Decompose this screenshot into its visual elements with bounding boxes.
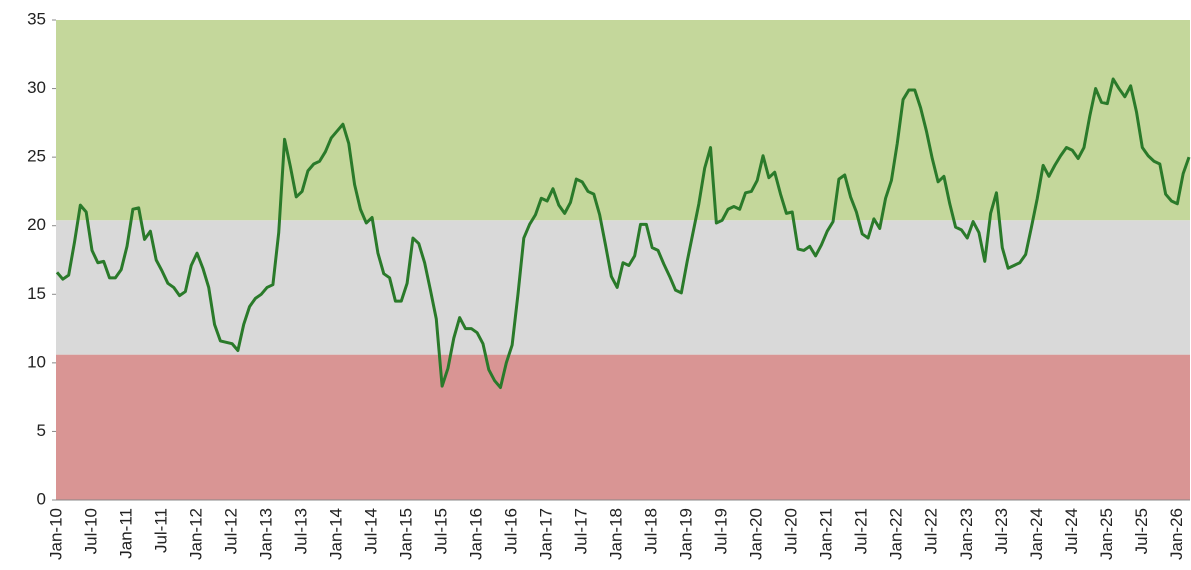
y-tick-label: 30 <box>27 78 46 97</box>
y-tick-label: 0 <box>37 489 46 508</box>
x-tick-label: Jul-11 <box>152 508 171 553</box>
x-tick-label: Jan-25 <box>1097 508 1116 560</box>
x-tick-label: Jul-13 <box>292 508 311 554</box>
y-tick-label: 10 <box>27 352 46 371</box>
band <box>56 220 1190 355</box>
x-tick-label: Jan-16 <box>467 508 486 560</box>
x-tick-label: Jul-17 <box>572 508 591 554</box>
band <box>56 20 1190 221</box>
x-tick-label: Jul-24 <box>1062 508 1081 554</box>
x-tick-label: Jul-21 <box>852 508 871 554</box>
x-tick-label: Jul-18 <box>642 508 661 554</box>
x-tick-label: Jul-20 <box>782 508 801 554</box>
x-tick-label: Jul-22 <box>922 508 941 554</box>
x-tick-label: Jul-23 <box>992 508 1011 554</box>
x-tick-label: Jan-19 <box>677 508 696 560</box>
y-tick-label: 15 <box>27 284 46 303</box>
x-tick-label: Jan-15 <box>397 508 416 560</box>
x-tick-label: Jul-25 <box>1132 508 1151 554</box>
band <box>56 354 1190 500</box>
x-tick-label: Jan-21 <box>817 508 836 560</box>
x-tick-label: Jul-19 <box>712 508 731 554</box>
x-tick-label: Jan-20 <box>747 508 766 560</box>
x-tick-label: Jan-18 <box>607 508 626 560</box>
y-tick-label: 20 <box>27 215 46 234</box>
y-tick-label: 25 <box>27 147 46 166</box>
x-tick-label: Jan-23 <box>957 508 976 560</box>
line <box>55 77 1191 390</box>
x-tick-label: Jan-17 <box>537 508 556 560</box>
x-tick-label: Jan-22 <box>887 508 906 560</box>
x-tick-label: Jan-24 <box>1027 508 1046 560</box>
x-tick-label: Jul-14 <box>362 508 381 554</box>
x-tick-label: Jan-10 <box>46 508 65 560</box>
x-tick-label: Jul-16 <box>502 508 521 554</box>
x-tick-label: Jul-15 <box>432 508 451 554</box>
x-tick-label: Jan-13 <box>257 508 276 560</box>
x-tick-label: Jan-11 <box>117 508 136 559</box>
x-tick-label: Jan-14 <box>327 508 346 560</box>
x-tick-label: Jan-26 <box>1167 508 1186 560</box>
y-tick-label: 5 <box>37 421 46 440</box>
y-tick-label: 35 <box>27 9 46 28</box>
x-tick-label: Jul-12 <box>222 508 241 554</box>
x-tick-label: Jan-12 <box>187 508 206 560</box>
x-tick-label: Jul-10 <box>81 508 100 554</box>
